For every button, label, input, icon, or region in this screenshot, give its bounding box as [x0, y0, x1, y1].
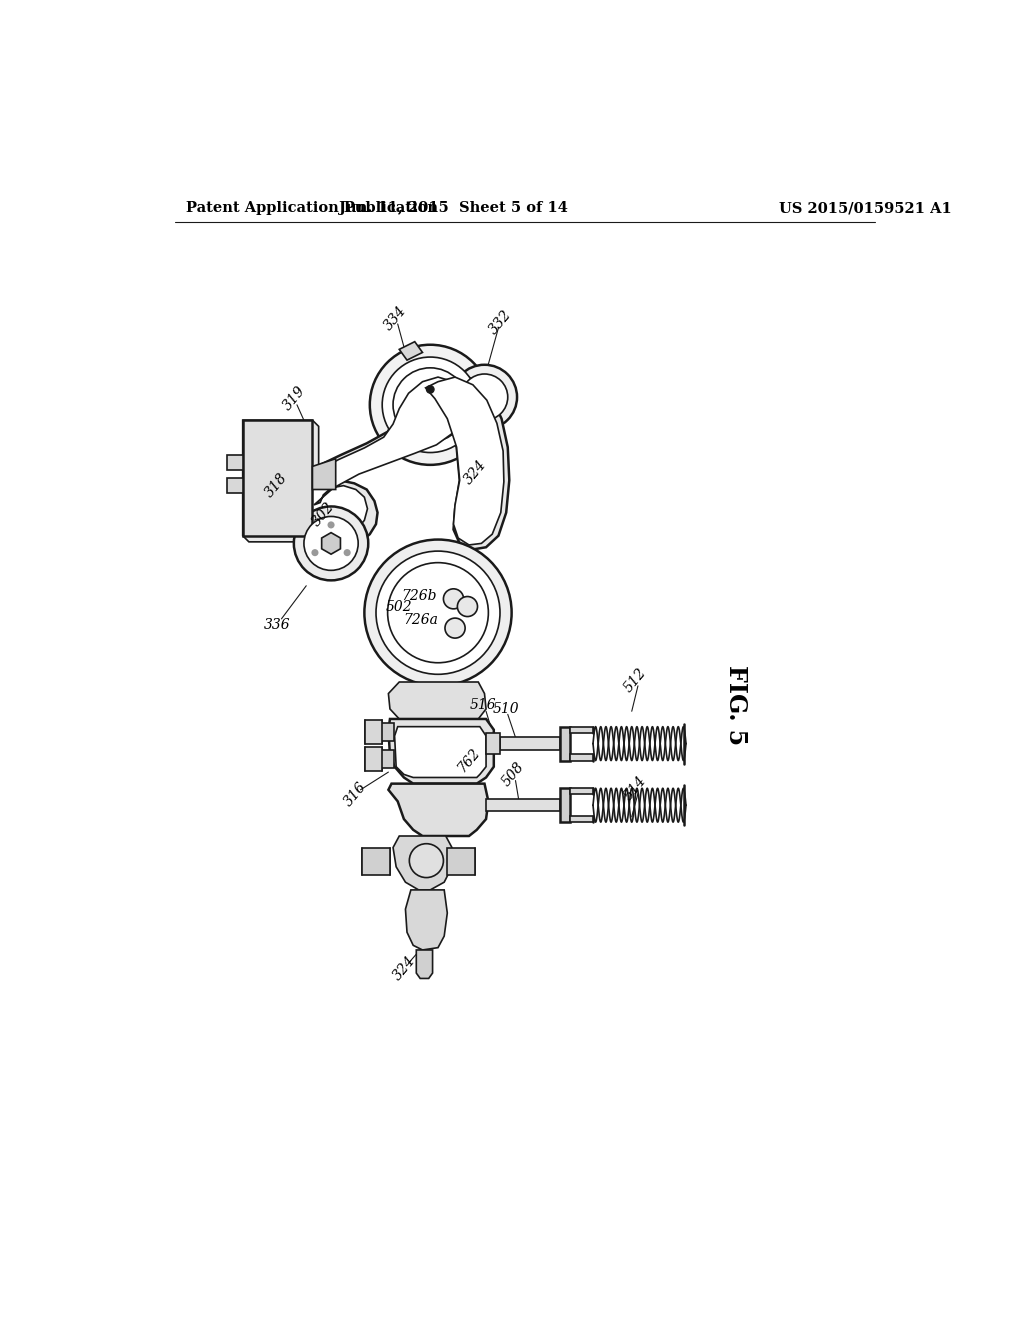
- Polygon shape: [295, 372, 465, 548]
- Circle shape: [388, 562, 488, 663]
- Text: Patent Application Publication: Patent Application Publication: [186, 202, 438, 215]
- Polygon shape: [388, 784, 488, 836]
- Polygon shape: [301, 378, 464, 535]
- Text: 508: 508: [500, 760, 527, 789]
- Text: FIG. 5: FIG. 5: [724, 665, 749, 746]
- Circle shape: [393, 368, 467, 442]
- Polygon shape: [423, 372, 509, 549]
- Polygon shape: [569, 816, 593, 822]
- Polygon shape: [500, 738, 560, 750]
- Polygon shape: [569, 726, 593, 733]
- Polygon shape: [560, 726, 569, 760]
- Text: 324: 324: [461, 458, 489, 487]
- Text: 726b: 726b: [400, 589, 436, 603]
- Circle shape: [382, 358, 478, 453]
- Polygon shape: [227, 455, 243, 470]
- Circle shape: [370, 345, 490, 465]
- Polygon shape: [312, 459, 336, 490]
- Polygon shape: [227, 478, 243, 494]
- Text: 762: 762: [455, 746, 483, 775]
- Polygon shape: [417, 950, 432, 978]
- Text: 334: 334: [382, 304, 410, 333]
- Text: Jun. 11, 2015  Sheet 5 of 14: Jun. 11, 2015 Sheet 5 of 14: [339, 202, 568, 215]
- Text: 318: 318: [263, 471, 291, 500]
- Text: 332: 332: [486, 308, 514, 337]
- Text: US 2015/0159521 A1: US 2015/0159521 A1: [779, 202, 951, 215]
- Circle shape: [445, 618, 465, 638]
- Polygon shape: [569, 755, 593, 760]
- Text: 514: 514: [622, 774, 649, 803]
- Polygon shape: [569, 788, 593, 795]
- Circle shape: [294, 507, 369, 581]
- Polygon shape: [243, 420, 312, 536]
- Circle shape: [344, 550, 350, 556]
- Text: 316: 316: [341, 780, 369, 809]
- Polygon shape: [486, 733, 500, 755]
- Polygon shape: [243, 420, 318, 543]
- Circle shape: [458, 597, 477, 616]
- Text: 726a: 726a: [403, 614, 438, 627]
- Circle shape: [312, 550, 317, 556]
- Polygon shape: [393, 836, 452, 890]
- Polygon shape: [362, 847, 390, 874]
- Polygon shape: [399, 342, 423, 360]
- Polygon shape: [388, 682, 486, 719]
- Circle shape: [365, 540, 512, 686]
- Circle shape: [452, 364, 517, 429]
- Polygon shape: [486, 799, 560, 812]
- Polygon shape: [447, 847, 475, 874]
- Polygon shape: [322, 533, 340, 554]
- Text: 336: 336: [263, 618, 290, 632]
- Polygon shape: [370, 723, 394, 741]
- Polygon shape: [426, 378, 504, 545]
- Polygon shape: [406, 890, 447, 950]
- Circle shape: [461, 374, 508, 420]
- Text: 302: 302: [309, 499, 337, 529]
- Circle shape: [376, 552, 500, 675]
- Circle shape: [410, 843, 443, 878]
- Polygon shape: [370, 750, 394, 768]
- Polygon shape: [388, 719, 494, 784]
- Text: 512: 512: [622, 665, 649, 696]
- Polygon shape: [366, 719, 382, 744]
- Circle shape: [329, 523, 334, 528]
- Circle shape: [443, 589, 464, 609]
- Polygon shape: [394, 726, 486, 777]
- Polygon shape: [560, 788, 569, 822]
- Polygon shape: [366, 747, 382, 771]
- Text: 510: 510: [493, 702, 519, 715]
- Text: 324: 324: [390, 954, 418, 983]
- Text: 319: 319: [281, 384, 308, 413]
- Circle shape: [304, 516, 358, 570]
- Circle shape: [426, 385, 434, 393]
- Text: 516: 516: [470, 698, 497, 711]
- Text: 502: 502: [386, 599, 413, 614]
